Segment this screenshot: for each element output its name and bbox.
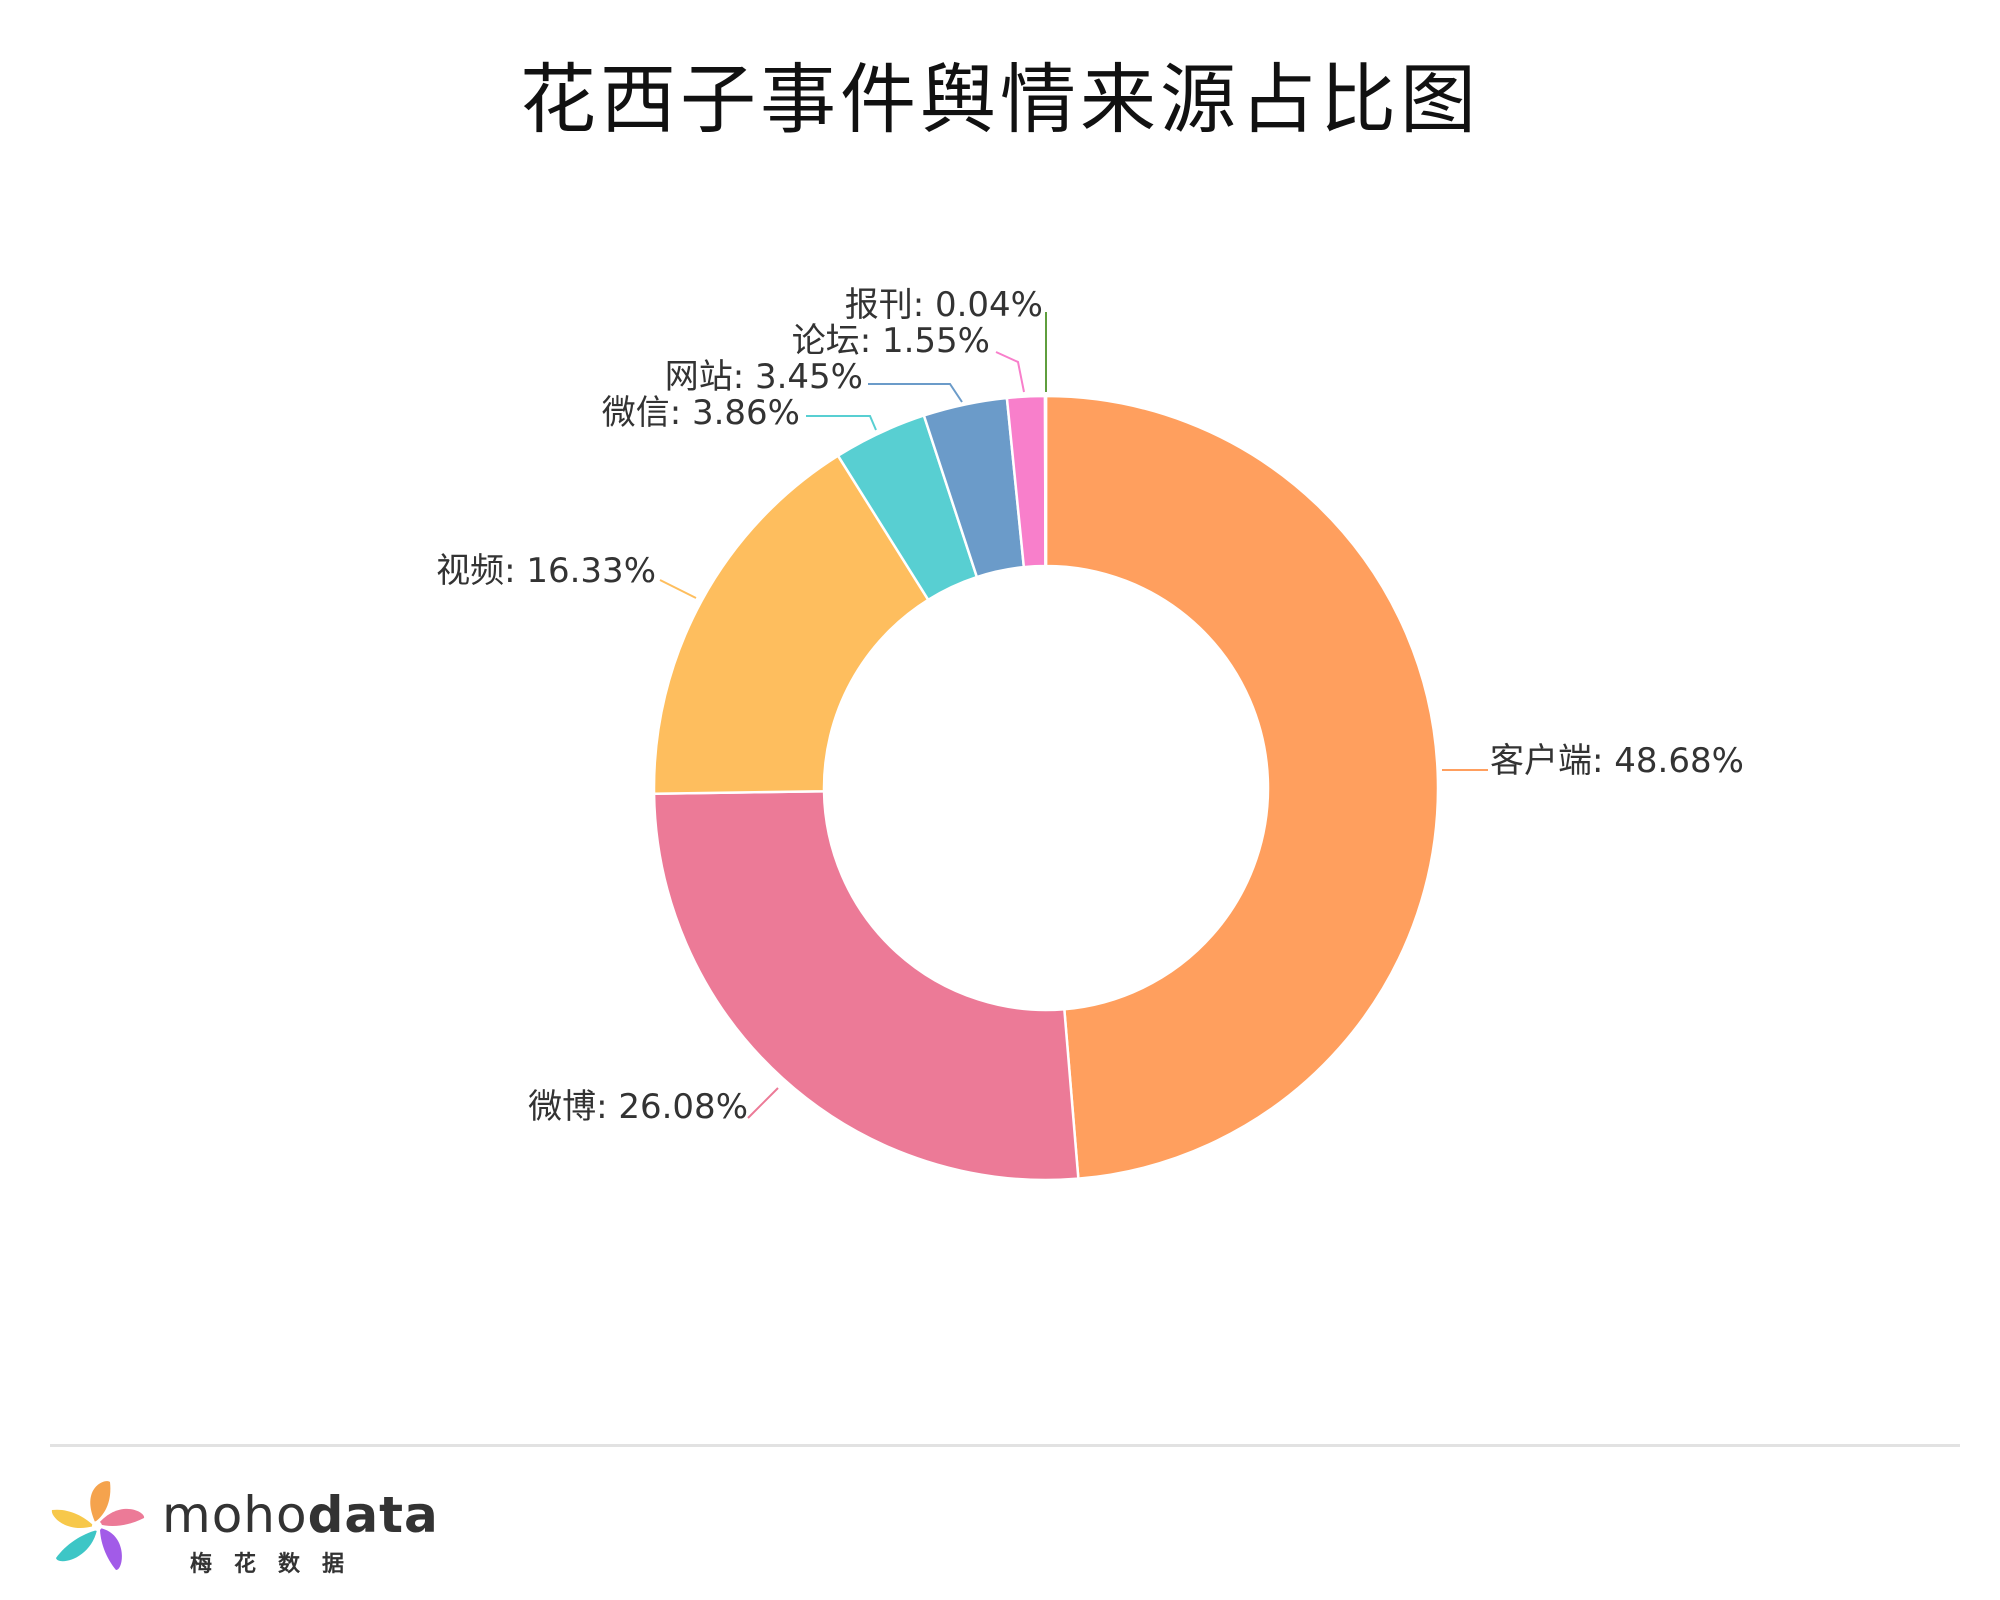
pinwheel-logo-icon bbox=[51, 1481, 145, 1570]
slice-1 bbox=[1044, 394, 1440, 1181]
brand-name-light: moho bbox=[162, 1486, 308, 1544]
leader-line-4 bbox=[806, 415, 877, 431]
slice-7 bbox=[1043, 394, 1048, 568]
brand-name-bold: data bbox=[307, 1486, 439, 1544]
leader-line-3 bbox=[659, 579, 697, 599]
leader-line-5 bbox=[868, 383, 963, 403]
chart-title: 花西子事件舆情来源占比图 bbox=[520, 55, 1480, 144]
slice-label-4: 微信: 3.86% bbox=[602, 393, 800, 433]
brand-name: mohodata bbox=[162, 1486, 439, 1544]
brand-logo-block: mohodata 梅花数据 bbox=[50, 1478, 450, 1588]
leader-line-2 bbox=[747, 1087, 779, 1119]
slice-2 bbox=[652, 789, 1080, 1182]
slice-label-7: 报刊: 0.04% bbox=[845, 285, 1043, 325]
slice-label-3: 视频: 16.33% bbox=[436, 551, 656, 591]
slice-label-5: 网站: 3.45% bbox=[665, 357, 863, 397]
slice-label-1: 客户端: 48.68% bbox=[1490, 741, 1744, 781]
slice-3 bbox=[652, 453, 930, 795]
slice-label-2: 微博: 26.08% bbox=[528, 1087, 748, 1127]
donut-chart: 客户端: 48.68% 微博: 26.08% 视频: 16.33% 微信: 3.86%… bbox=[436, 285, 1744, 1182]
footer-divider bbox=[50, 1444, 1960, 1447]
brand-subtitle: 梅花数据 bbox=[190, 1552, 367, 1577]
leader-line-6 bbox=[995, 351, 1025, 393]
slice-label-6: 论坛: 1.55% bbox=[792, 321, 990, 361]
